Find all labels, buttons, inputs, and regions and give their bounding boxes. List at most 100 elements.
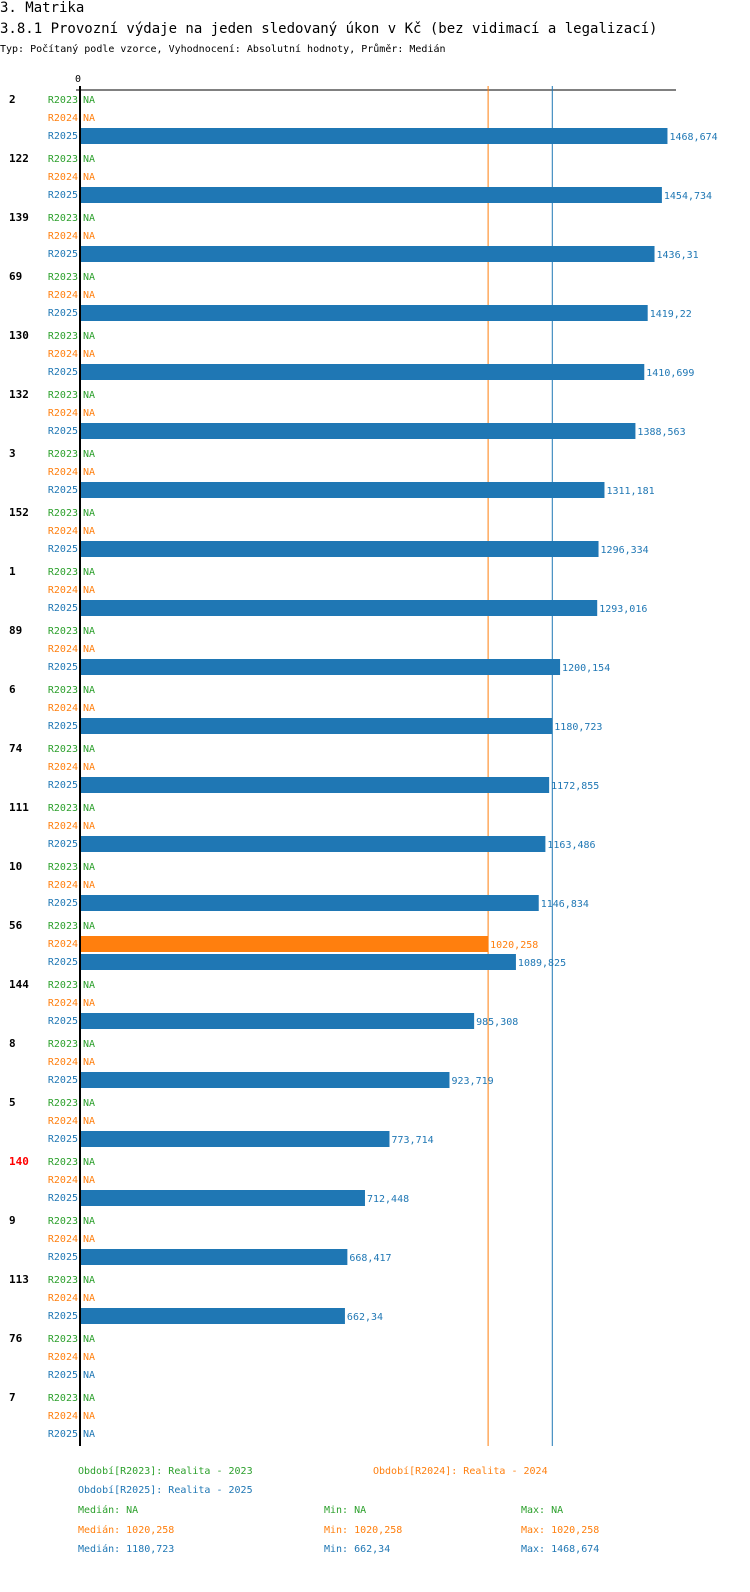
- series-label: R2023: [48, 1098, 78, 1109]
- na-label: NA: [83, 1275, 95, 1286]
- value-label: 1020,258: [490, 940, 538, 951]
- na-label: NA: [83, 408, 95, 419]
- na-label: NA: [83, 1098, 95, 1109]
- series-label: R2023: [48, 213, 78, 224]
- series-label: R2025: [48, 308, 78, 319]
- stat-r2025-max: Max: 1468,674: [521, 1544, 600, 1555]
- series-label: R2024: [48, 998, 78, 1009]
- series-label: R2023: [48, 449, 78, 460]
- na-label: NA: [83, 821, 95, 832]
- series-label: R2024: [48, 644, 78, 655]
- bar-r2025: [80, 954, 516, 970]
- category-label: 9: [9, 1214, 16, 1227]
- category-label: 8: [9, 1037, 16, 1050]
- series-label: R2023: [48, 567, 78, 578]
- na-label: NA: [83, 290, 95, 301]
- series-label: R2025: [48, 1075, 78, 1086]
- series-label: R2023: [48, 1393, 78, 1404]
- section-title: 3. Matrika: [0, 0, 85, 16]
- category-label: 113: [9, 1273, 29, 1286]
- category-label: 89: [9, 624, 22, 637]
- value-label: 1293,016: [599, 604, 647, 615]
- na-label: NA: [83, 526, 95, 537]
- bar-r2025: [80, 1072, 450, 1088]
- series-label: R2024: [48, 1175, 78, 1186]
- stat-r2025-median: Medián: 1180,723: [78, 1544, 175, 1555]
- series-label: R2024: [48, 172, 78, 183]
- bar-r2025: [80, 777, 550, 793]
- series-label: R2025: [48, 367, 78, 378]
- bar-r2025: [80, 128, 668, 144]
- series-label: R2024: [48, 231, 78, 242]
- series-label: R2025: [48, 1134, 78, 1145]
- legend-r2024: Období[R2024]: Realita - 2024: [373, 1466, 548, 1477]
- stat-r2023-median: Medián: NA: [78, 1505, 139, 1516]
- na-label: NA: [83, 390, 95, 401]
- series-label: R2024: [48, 880, 78, 891]
- value-label: 1454,734: [664, 191, 712, 202]
- na-label: NA: [83, 703, 95, 714]
- series-label: R2025: [48, 603, 78, 614]
- series-label: R2024: [48, 1057, 78, 1068]
- bar-r2025: [80, 1190, 365, 1206]
- na-label: NA: [83, 331, 95, 342]
- value-label: 1410,699: [646, 368, 694, 379]
- na-label: NA: [83, 1370, 95, 1381]
- series-label: R2023: [48, 626, 78, 637]
- value-label: 1468,674: [669, 132, 717, 143]
- stat-r2024-max: Max: 1020,258: [521, 1525, 600, 1536]
- value-label: 1311,181: [606, 486, 654, 497]
- series-label: R2025: [48, 190, 78, 201]
- value-label: 1388,563: [637, 427, 685, 438]
- na-label: NA: [83, 567, 95, 578]
- series-label: R2023: [48, 154, 78, 165]
- value-label: 712,448: [367, 1194, 409, 1205]
- na-label: NA: [83, 1039, 95, 1050]
- series-label: R2025: [48, 1370, 78, 1381]
- bar-r2025: [80, 836, 546, 852]
- bar-r2025: [80, 187, 662, 203]
- category-label: 7: [9, 1391, 16, 1404]
- series-label: R2024: [48, 349, 78, 360]
- series-label: R2025: [48, 485, 78, 496]
- series-label: R2023: [48, 685, 78, 696]
- na-label: NA: [83, 1175, 95, 1186]
- na-label: NA: [83, 980, 95, 991]
- na-label: NA: [83, 449, 95, 460]
- value-label: 1146,834: [541, 899, 589, 910]
- bar-r2025: [80, 1249, 348, 1265]
- na-label: NA: [83, 213, 95, 224]
- series-label: R2025: [48, 1311, 78, 1322]
- series-label: R2025: [48, 898, 78, 909]
- series-label: R2023: [48, 862, 78, 873]
- na-label: NA: [83, 744, 95, 755]
- category-label: 10: [9, 860, 22, 873]
- series-label: R2025: [48, 249, 78, 260]
- bar-r2025: [80, 659, 561, 675]
- category-label: 1: [9, 565, 16, 578]
- na-label: NA: [83, 1057, 95, 1068]
- series-label: R2024: [48, 113, 78, 124]
- series-label: R2024: [48, 585, 78, 596]
- series-label: R2024: [48, 467, 78, 478]
- series-label: R2024: [48, 1234, 78, 1245]
- bar-r2025: [80, 423, 636, 439]
- value-label: 1200,154: [562, 663, 610, 674]
- na-label: NA: [83, 1393, 95, 1404]
- bar-r2025: [80, 1013, 475, 1029]
- na-label: NA: [83, 172, 95, 183]
- na-label: NA: [83, 349, 95, 360]
- category-label: 6: [9, 683, 16, 696]
- category-label: 130: [9, 329, 29, 342]
- category-label: 139: [9, 211, 29, 224]
- na-label: NA: [83, 803, 95, 814]
- bar-r2025: [80, 895, 539, 911]
- bar-r2025: [80, 718, 553, 734]
- na-label: NA: [83, 626, 95, 637]
- series-label: R2025: [48, 426, 78, 437]
- category-label: 5: [9, 1096, 16, 1109]
- na-label: NA: [83, 95, 95, 106]
- na-label: NA: [83, 644, 95, 655]
- category-label: 144: [9, 978, 29, 991]
- series-label: R2023: [48, 744, 78, 755]
